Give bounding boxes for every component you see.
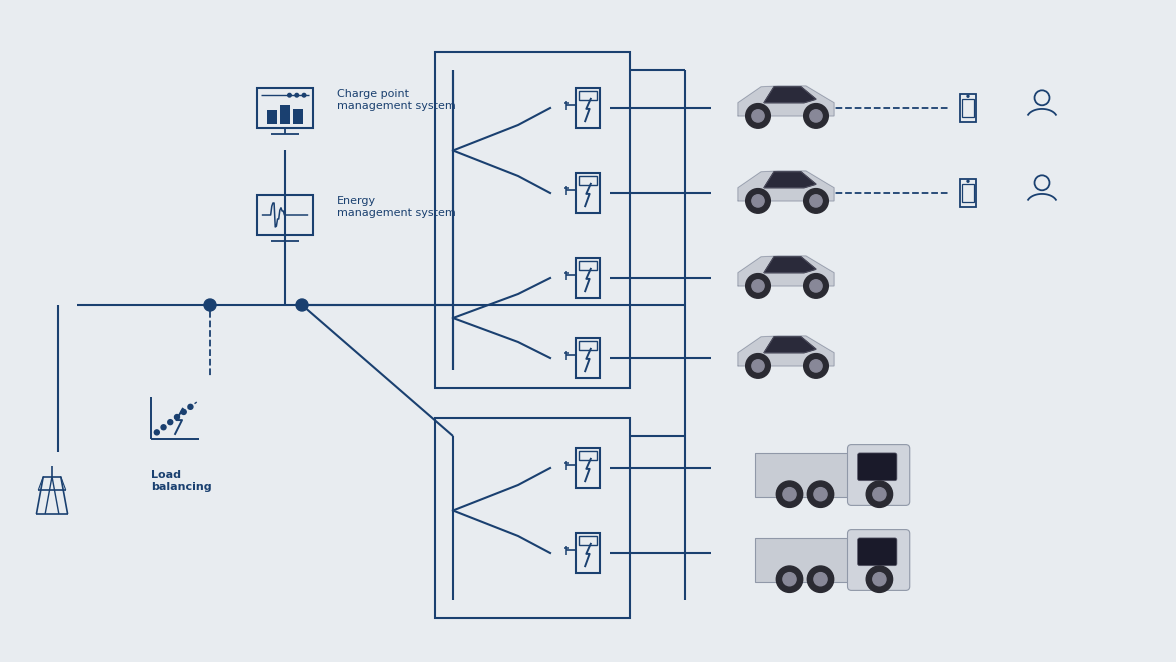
Polygon shape — [764, 257, 816, 273]
Bar — [576, 338, 600, 378]
Circle shape — [873, 488, 886, 500]
Circle shape — [168, 420, 173, 424]
Polygon shape — [739, 256, 834, 286]
Circle shape — [967, 95, 969, 97]
Circle shape — [751, 280, 764, 292]
Circle shape — [810, 359, 822, 372]
Circle shape — [302, 93, 306, 97]
Text: Load
balancing: Load balancing — [151, 470, 212, 492]
Bar — [258, 195, 313, 235]
Circle shape — [867, 481, 893, 507]
FancyBboxPatch shape — [857, 453, 897, 481]
FancyBboxPatch shape — [848, 445, 910, 505]
Polygon shape — [764, 172, 816, 188]
Circle shape — [776, 481, 803, 507]
Polygon shape — [764, 337, 816, 353]
Circle shape — [783, 488, 796, 500]
Bar — [580, 91, 596, 100]
Circle shape — [803, 273, 828, 299]
Bar — [576, 533, 600, 573]
Circle shape — [873, 573, 886, 586]
Circle shape — [188, 404, 193, 409]
Circle shape — [746, 189, 770, 213]
Circle shape — [746, 103, 770, 128]
Bar — [962, 99, 974, 117]
Circle shape — [161, 425, 166, 430]
Bar — [755, 453, 851, 496]
Circle shape — [181, 409, 186, 414]
Circle shape — [296, 299, 308, 311]
Circle shape — [814, 573, 827, 586]
Bar — [755, 538, 851, 582]
FancyBboxPatch shape — [848, 530, 910, 591]
Circle shape — [203, 299, 216, 311]
Bar — [576, 173, 600, 213]
Circle shape — [967, 180, 969, 182]
Text: Charge point
management system: Charge point management system — [338, 89, 456, 111]
Circle shape — [810, 110, 822, 122]
Bar — [580, 451, 596, 460]
Circle shape — [803, 189, 828, 213]
Bar — [961, 179, 976, 207]
Bar — [580, 536, 596, 545]
Bar — [293, 109, 303, 124]
Polygon shape — [739, 86, 834, 116]
Bar — [580, 341, 596, 350]
Bar — [258, 88, 313, 128]
Circle shape — [810, 195, 822, 207]
Bar — [576, 88, 600, 128]
Circle shape — [288, 93, 292, 97]
Circle shape — [295, 93, 299, 97]
FancyBboxPatch shape — [857, 538, 897, 566]
Circle shape — [810, 280, 822, 292]
Polygon shape — [739, 171, 834, 201]
Circle shape — [803, 103, 828, 128]
Bar — [435, 418, 630, 618]
Circle shape — [174, 414, 180, 420]
Circle shape — [807, 481, 834, 507]
Circle shape — [776, 566, 803, 592]
Bar — [267, 110, 276, 124]
Bar — [580, 176, 596, 185]
Polygon shape — [764, 87, 816, 103]
Circle shape — [867, 566, 893, 592]
Circle shape — [746, 273, 770, 299]
Bar — [576, 258, 600, 298]
Text: Energy
management system: Energy management system — [338, 196, 456, 218]
Circle shape — [751, 195, 764, 207]
Bar — [280, 105, 290, 124]
Circle shape — [814, 488, 827, 500]
Bar — [962, 184, 974, 202]
Circle shape — [751, 110, 764, 122]
Circle shape — [154, 430, 159, 435]
Bar — [580, 261, 596, 270]
Circle shape — [783, 573, 796, 586]
Bar — [961, 94, 976, 122]
Circle shape — [746, 354, 770, 378]
Circle shape — [807, 566, 834, 592]
Bar — [576, 448, 600, 488]
Bar — [435, 52, 630, 388]
Circle shape — [803, 354, 828, 378]
Circle shape — [751, 359, 764, 372]
Polygon shape — [739, 336, 834, 366]
